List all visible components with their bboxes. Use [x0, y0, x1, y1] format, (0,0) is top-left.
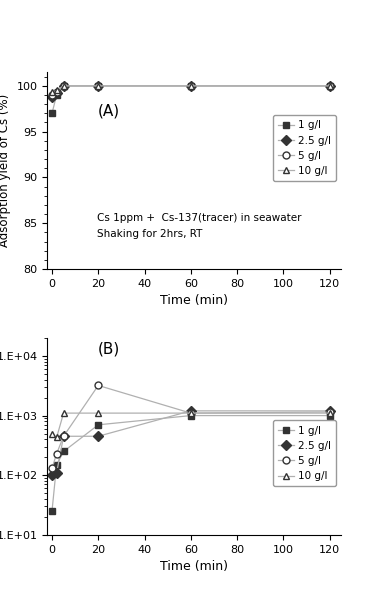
5 g/l — [96, 382, 100, 389]
1 g/l — [61, 82, 66, 90]
2.5 g/l — [50, 472, 54, 479]
2.5 g/l — [96, 433, 100, 440]
5 g/l — [54, 89, 59, 96]
Legend: 1 g/l, 2.5 g/l, 5 g/l, 10 g/l: 1 g/l, 2.5 g/l, 5 g/l, 10 g/l — [273, 420, 336, 486]
Line: 1 g/l: 1 g/l — [49, 82, 333, 117]
X-axis label: Time (min): Time (min) — [160, 560, 228, 573]
1 g/l — [96, 82, 100, 90]
10 g/l — [96, 409, 100, 416]
1 g/l — [188, 82, 193, 90]
Line: 5 g/l: 5 g/l — [49, 382, 333, 472]
5 g/l — [96, 82, 100, 90]
Text: (A): (A) — [97, 103, 119, 118]
Line: 5 g/l: 5 g/l — [49, 82, 333, 99]
2.5 g/l — [96, 82, 100, 90]
2.5 g/l — [61, 433, 66, 440]
1 g/l — [96, 421, 100, 429]
Y-axis label: Adsorption yield of Cs (%): Adsorption yield of Cs (%) — [0, 94, 11, 247]
2.5 g/l — [54, 90, 59, 97]
10 g/l — [61, 409, 66, 416]
1 g/l — [50, 110, 54, 117]
Text: Cs 1ppm +  Cs-137(tracer) in seawater
Shaking for 2hrs, RT: Cs 1ppm + Cs-137(tracer) in seawater Sha… — [97, 213, 302, 239]
2.5 g/l — [54, 469, 59, 477]
2.5 g/l — [327, 82, 332, 90]
1 g/l — [61, 448, 66, 455]
5 g/l — [327, 408, 332, 415]
X-axis label: Time (min): Time (min) — [160, 294, 228, 307]
5 g/l — [188, 82, 193, 90]
2.5 g/l — [327, 407, 332, 415]
Legend: 1 g/l, 2.5 g/l, 5 g/l, 10 g/l: 1 g/l, 2.5 g/l, 5 g/l, 10 g/l — [273, 115, 336, 181]
5 g/l — [61, 82, 66, 90]
10 g/l — [50, 430, 54, 437]
1 g/l — [54, 461, 59, 468]
10 g/l — [188, 409, 193, 416]
5 g/l — [327, 82, 332, 90]
Line: 10 g/l: 10 g/l — [49, 410, 333, 441]
10 g/l — [61, 82, 66, 90]
5 g/l — [50, 91, 54, 99]
5 g/l — [50, 465, 54, 472]
1 g/l — [50, 508, 54, 515]
1 g/l — [327, 412, 332, 419]
5 g/l — [61, 433, 66, 440]
2.5 g/l — [50, 93, 54, 100]
Line: 2.5 g/l: 2.5 g/l — [49, 407, 333, 479]
10 g/l — [54, 87, 59, 94]
1 g/l — [54, 91, 59, 99]
1 g/l — [188, 412, 193, 419]
10 g/l — [188, 82, 193, 90]
1 g/l — [327, 82, 332, 90]
Line: 1 g/l: 1 g/l — [49, 412, 333, 514]
2.5 g/l — [188, 407, 193, 415]
10 g/l — [54, 434, 59, 441]
2.5 g/l — [188, 82, 193, 90]
Text: (B): (B) — [97, 342, 119, 357]
10 g/l — [327, 409, 332, 416]
Line: 10 g/l: 10 g/l — [49, 82, 333, 96]
5 g/l — [54, 450, 59, 457]
2.5 g/l — [61, 82, 66, 90]
10 g/l — [327, 82, 332, 90]
5 g/l — [188, 409, 193, 416]
10 g/l — [50, 89, 54, 96]
Line: 2.5 g/l: 2.5 g/l — [49, 82, 333, 100]
10 g/l — [96, 82, 100, 90]
